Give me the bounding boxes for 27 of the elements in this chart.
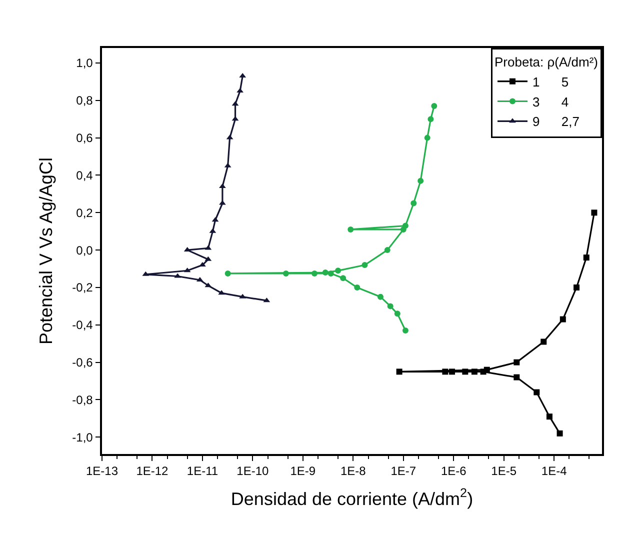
x-tick-label: 1E-8 xyxy=(340,464,366,478)
y-tick-label: 0,8 xyxy=(76,94,94,108)
x-tick-label: 1E-6 xyxy=(440,464,467,478)
legend-label: 3 4 xyxy=(532,94,569,110)
x-tick-label: 1E-11 xyxy=(186,464,218,478)
y-tick-label: -0,8 xyxy=(72,392,94,407)
y-axis-title: Potencial V Vs Ag/AgCl xyxy=(36,157,56,345)
legend-label: 9 2,7 xyxy=(532,114,580,130)
y-tick-label: -0,4 xyxy=(72,318,94,332)
x-axis-title: Densidad de corriente (A/dm$^{2}$) xyxy=(230,486,474,509)
x-tick-label: 1E-10 xyxy=(236,464,270,478)
x-tick-label: 1E-4 xyxy=(541,464,568,478)
y-tick-label: 0,6 xyxy=(76,131,94,146)
legend-label: 1 5 xyxy=(532,74,569,90)
y-tick-label: -0,6 xyxy=(72,356,94,370)
x-tick-label: 1E-13 xyxy=(86,464,118,478)
legend-title: Probeta: ρ(A/dm²) xyxy=(494,54,598,70)
x-tick-label: 1E-5 xyxy=(491,464,517,478)
x-tick-label: 1E-7 xyxy=(390,464,416,478)
x-tick-label: 1E-12 xyxy=(136,464,169,478)
x-tick-label: 1E-9 xyxy=(290,464,316,478)
y-tick-label: 0,2 xyxy=(76,206,94,220)
y-tick-label: -1,0 xyxy=(72,430,94,444)
y-tick-label: 1,0 xyxy=(76,56,94,70)
y-tick-label: 0,4 xyxy=(76,168,94,182)
y-tick-label: -0,2 xyxy=(72,280,94,295)
y-tick-label: 0,0 xyxy=(76,243,94,258)
